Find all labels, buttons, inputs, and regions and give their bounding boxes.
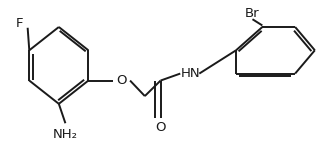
Text: O: O (116, 74, 126, 87)
Text: HN: HN (180, 67, 200, 80)
Text: F: F (16, 17, 23, 30)
Text: Br: Br (245, 6, 260, 20)
Text: O: O (155, 121, 166, 134)
Text: NH₂: NH₂ (53, 128, 78, 141)
